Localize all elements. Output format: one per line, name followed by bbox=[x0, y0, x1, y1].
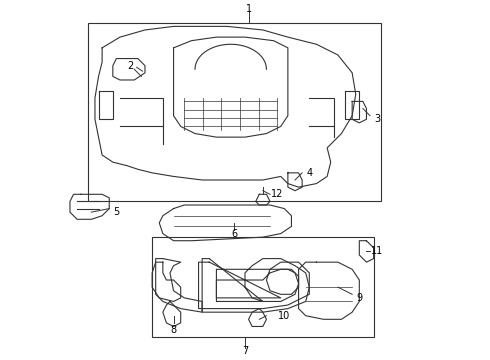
Text: 9: 9 bbox=[356, 293, 363, 303]
Text: 4: 4 bbox=[306, 168, 312, 178]
Text: 5: 5 bbox=[113, 207, 120, 217]
Bar bbox=[88, 23, 381, 202]
Text: 6: 6 bbox=[231, 229, 237, 239]
Text: 2: 2 bbox=[127, 61, 134, 71]
Text: 7: 7 bbox=[242, 346, 248, 356]
Text: 8: 8 bbox=[171, 325, 176, 335]
Text: 10: 10 bbox=[278, 311, 291, 321]
Bar bbox=[152, 237, 373, 337]
Text: 1: 1 bbox=[245, 4, 252, 14]
Text: 11: 11 bbox=[371, 247, 383, 256]
Text: 3: 3 bbox=[374, 114, 380, 124]
Text: 12: 12 bbox=[271, 189, 283, 199]
